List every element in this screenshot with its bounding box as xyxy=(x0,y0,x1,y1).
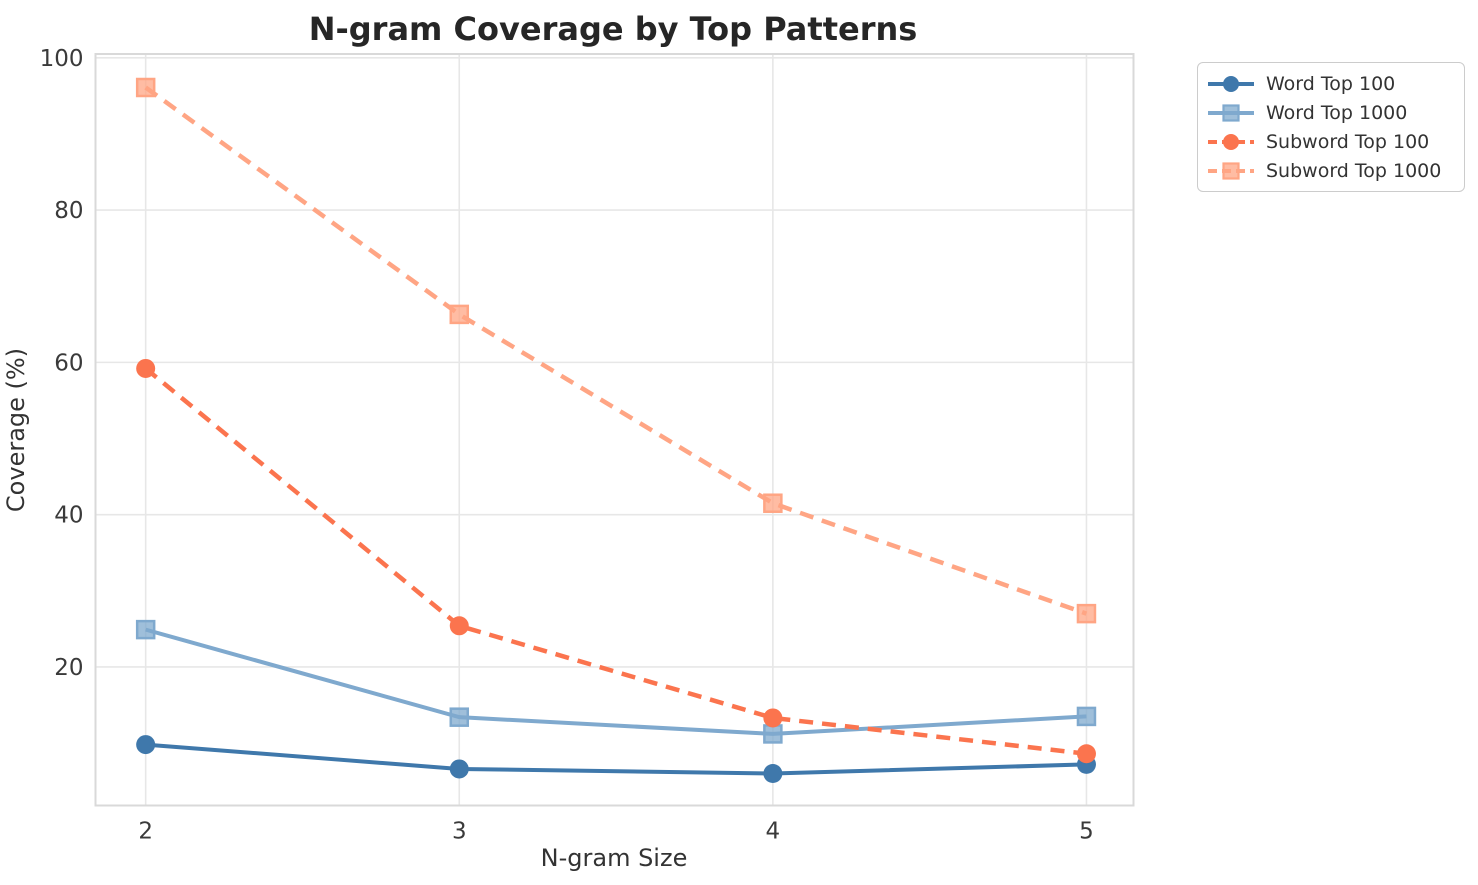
data-point-marker xyxy=(763,764,783,784)
data-point-marker xyxy=(136,735,156,755)
y-tick-label-20: 20 xyxy=(54,655,83,681)
data-point-marker xyxy=(1076,744,1096,764)
data-point-marker xyxy=(449,616,469,636)
legend-line-circle-marker-icon xyxy=(1208,75,1254,92)
x-tick-label-4: 4 xyxy=(766,819,781,845)
data-point-marker xyxy=(1076,706,1097,727)
series-lines xyxy=(135,77,1097,784)
data-point-marker xyxy=(135,619,156,640)
legend-line-circle-marker-icon xyxy=(1208,133,1254,150)
series-line xyxy=(145,742,1087,776)
data-point-marker xyxy=(763,708,783,728)
data-point-marker xyxy=(449,759,469,779)
x-tick-label-2: 2 xyxy=(138,819,153,845)
legend-item-subword-top-100: Subword Top 100 xyxy=(1206,127,1454,156)
data-point-marker xyxy=(449,707,470,727)
series-word-top-1000 xyxy=(135,619,1097,744)
legend-label: Word Top 1000 xyxy=(1266,101,1408,124)
legend-item-word-top-100: Word Top 100 xyxy=(1206,69,1454,98)
legend-line-square-marker-icon xyxy=(1208,161,1254,180)
series-subword-top-100 xyxy=(136,358,1096,764)
data-point-marker xyxy=(1076,603,1097,624)
y-tick-label-100: 100 xyxy=(40,46,84,72)
y-tick-label-60: 60 xyxy=(54,350,83,376)
legend-label: Word Top 100 xyxy=(1266,72,1396,95)
x-axis-label: N-gram Size xyxy=(541,844,688,872)
chart-title: N-gram Coverage by Top Patterns xyxy=(309,10,918,48)
gridlines xyxy=(95,54,1134,806)
data-point-marker xyxy=(135,77,156,98)
legend-item-word-top-1000: Word Top 1000 xyxy=(1206,98,1454,127)
data-point-marker xyxy=(449,304,470,325)
legend-line-square-marker-icon xyxy=(1208,103,1254,122)
legend-label: Subword Top 1000 xyxy=(1266,159,1442,182)
series-line xyxy=(145,627,1087,736)
y-tick-label-40: 40 xyxy=(54,503,83,529)
series-subword-top-1000 xyxy=(135,77,1097,624)
x-tick-label-5: 5 xyxy=(1079,819,1094,845)
data-point-marker xyxy=(136,358,156,378)
series-line xyxy=(144,85,1088,616)
series-line xyxy=(144,366,1087,756)
data-point-marker xyxy=(763,493,783,513)
legend-item-subword-top-1000: Subword Top 1000 xyxy=(1206,156,1454,185)
data-point-marker xyxy=(763,724,783,744)
y-tick-label-80: 80 xyxy=(54,198,83,224)
legend-label: Subword Top 100 xyxy=(1266,130,1430,153)
x-tick-label-3: 3 xyxy=(452,819,467,845)
plot-border xyxy=(94,53,1135,807)
tick-labels: 2 3 4 5 20 40 60 80 100 xyxy=(40,46,1094,845)
series-word-top-100 xyxy=(136,735,1096,784)
legend: Word Top 100 Word Top 1000 Subword Top 100… xyxy=(1197,62,1465,192)
y-axis-label: Coverage (%) xyxy=(2,348,30,512)
